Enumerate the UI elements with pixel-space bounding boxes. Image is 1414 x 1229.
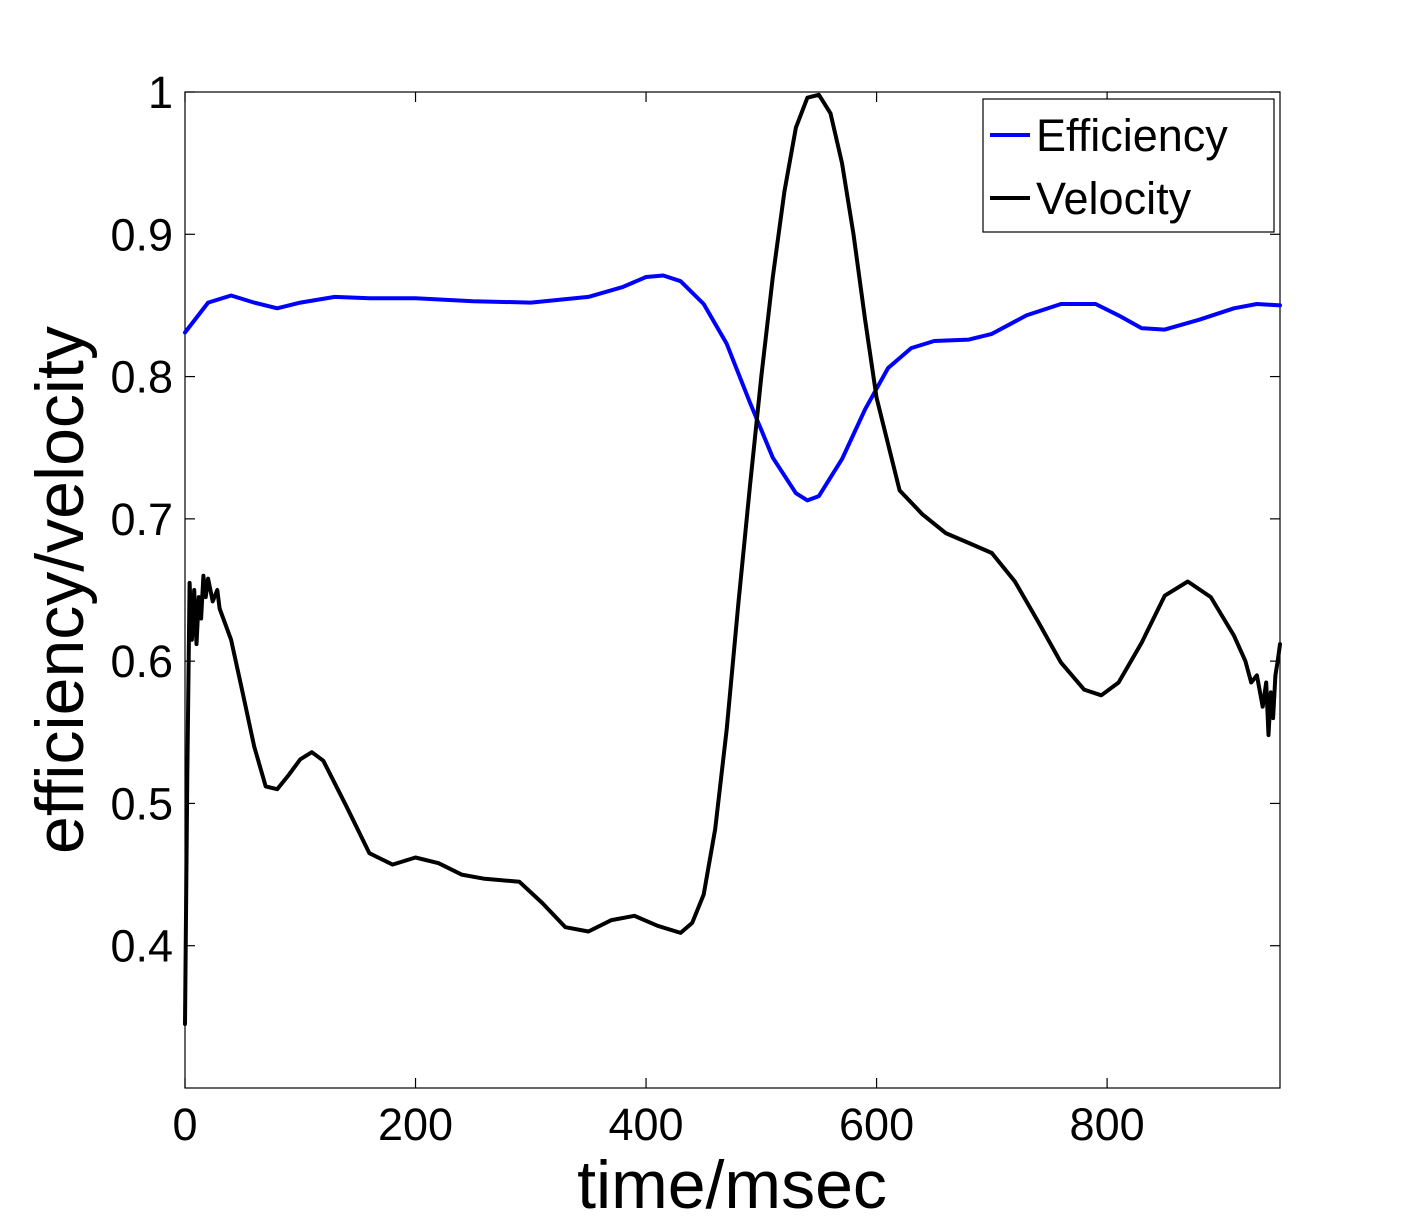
y-axis-title: efficiency/velocity [22,326,98,854]
y-tick-label: 0.8 [110,352,173,403]
y-tick-label: 1 [148,67,173,118]
plot-area [184,91,1281,1089]
y-tick-label: 0.9 [110,209,173,260]
series-layer [183,92,1282,1026]
series-line-velocity [183,92,1282,1026]
x-axis-title: time/msec [577,1147,887,1223]
legend-efficiency-label: Efficiency [1036,110,1228,161]
y-tick-label: 0.4 [110,921,173,972]
x-tick-label: 800 [1070,1099,1145,1150]
y-tick-label: 0.5 [110,778,173,829]
axis-ticks: 0 200 400 600 800 0.4 0.5 0.6 0.7 0.8 0.9 1 [110,67,1280,1150]
x-tick-label: 200 [378,1099,453,1150]
y-tick-label: 0.6 [110,636,173,687]
legend-velocity-label: Velocity [1036,173,1192,224]
x-tick-label: 400 [609,1099,684,1150]
x-tick-label: 0 [172,1099,197,1150]
legend: Efficiency Velocity [982,98,1275,233]
x-tick-label: 600 [839,1099,914,1150]
series-line-efficiency [183,273,1282,503]
y-tick-label: 0.7 [110,494,173,545]
legend-box [982,98,1275,233]
